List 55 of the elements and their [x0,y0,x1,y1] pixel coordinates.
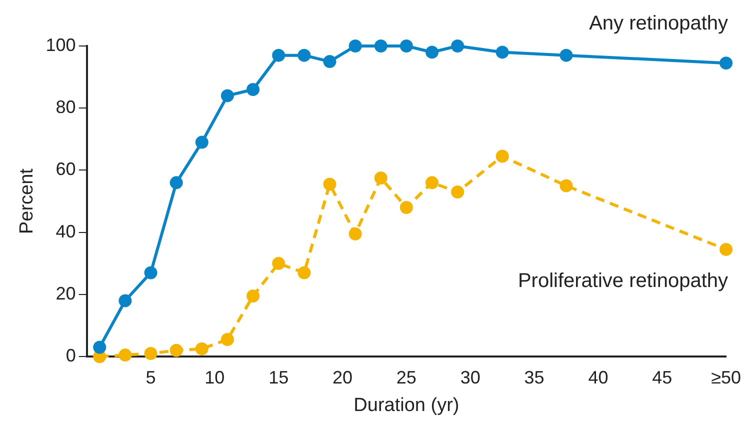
point [246,290,260,303]
y-tick-label: 80 [56,97,76,118]
point [496,46,509,59]
series-label: Proliferative retinopathy [518,270,728,292]
x-tick-label: 15 [268,367,289,388]
y-tick-label: 100 [46,34,76,55]
point [298,48,311,62]
x-tick-label: 5 [146,367,156,388]
point [272,48,286,62]
point [374,172,388,185]
x-tick-label: 10 [204,367,225,388]
point [118,294,132,308]
point [170,344,183,357]
y-tick-label: 0 [66,346,76,366]
y-axis-title: Percent [16,168,38,234]
y-tick-label: 60 [56,159,76,180]
point [93,340,106,354]
point [246,82,260,96]
x-tick-label: 45 [652,367,672,388]
point [144,266,158,280]
point [195,136,208,149]
x-axis-title: Duration (yr) [354,394,460,416]
point [400,40,413,52]
point [118,348,132,362]
point [560,48,573,62]
point [220,333,234,346]
point [220,89,234,102]
point [348,227,362,240]
point [560,179,573,192]
point [170,176,183,190]
x-tick-label: 25 [396,367,416,388]
point [323,178,336,191]
point [426,176,439,190]
y-tick-label: 40 [56,221,76,242]
y-tick-label: 20 [56,283,76,304]
point [298,266,311,280]
point [720,56,733,70]
point [195,342,208,356]
x-tick-label: 35 [524,367,544,388]
point [272,256,286,270]
x-tick-label: 30 [460,367,480,388]
point [374,40,388,52]
point [426,46,439,59]
series-label: Any retinopathy [589,12,728,35]
point [720,242,733,256]
point [496,150,509,163]
x-tick-label: 20 [332,367,353,388]
x-tick-label: 40 [588,367,608,388]
point [348,40,362,52]
point [451,185,464,198]
point [400,201,413,214]
point [144,346,158,360]
point [451,40,464,52]
x-tick-label: ≥50 [711,367,742,388]
point [323,55,336,68]
